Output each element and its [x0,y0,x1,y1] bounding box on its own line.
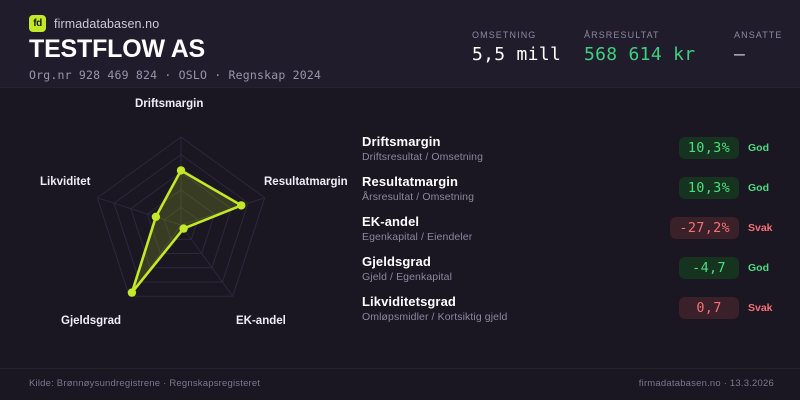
metric-title: Driftsmargin [362,133,441,149]
firmadatabasen-logo-icon: fd [29,15,46,32]
kpi-arsresultat-value: 568 614 kr [584,44,696,65]
metric-row-gjeldsgrad: Gjeldsgrad Gjeld / Egenkapital -4,7 God [362,248,782,288]
metric-row-resultatmargin: Resultatmargin Årsresultat / Omsetning 1… [362,168,782,208]
metric-formula: Driftsresultat / Omsetning [362,150,484,163]
metric-title: EK-andel [362,213,420,229]
header: fd firmadatabasen.no TESTFLOW AS Org.nr … [0,0,800,88]
brand-name: firmadatabasen.no [54,16,160,31]
footer-source: Kilde: Brønnøysundregistrene · Regnskaps… [29,378,261,389]
metric-title: Likviditetsgrad [362,293,456,309]
radar-point-ek-andel [179,224,188,233]
metric-row-driftsmargin: Driftsmargin Driftsresultat / Omsetning … [362,128,782,168]
metric-value-badge: 0,7 [679,297,739,319]
kpi-row: OMSETNING 5,5 mill ÅRSRESULTAT 568 614 k… [472,30,783,65]
footer-attribution: firmadatabasen.no · 13.3.2026 [638,378,774,389]
radar-point-gjeldsgrad [127,288,137,297]
metric-value-badge: 10,3% [678,177,739,199]
radar-grid [96,136,266,297]
status-badge: God [748,142,769,154]
radar-point-likviditet [151,212,161,221]
footer: Kilde: Brønnøysundregistrene · Regnskaps… [0,368,800,400]
metric-value-badge: -4,7 [679,257,739,279]
metric-row-ek-andel: EK-andel Egenkapital / Eiendeler -27,2% … [362,208,782,248]
radar-axis-label-ek-andel: EK-andel [236,315,286,327]
radar-chart: Driftsmargin Resultatmargin EK-andel Gje… [0,88,355,353]
kpi-ansatte-label: ANSATTE [734,30,783,40]
radar-point-driftsmargin [176,166,186,175]
kpi-arsresultat: ÅRSRESULTAT 568 614 kr [584,30,734,65]
brand[interactable]: fd firmadatabasen.no [29,15,159,32]
kpi-ansatte: ANSATTE – [734,30,783,65]
status-badge: God [748,262,769,274]
status-badge: Svak [748,302,773,314]
kpi-omsetning: OMSETNING 5,5 mill [472,30,584,65]
status-badge: Svak [748,222,773,234]
metrics-list: Driftsmargin Driftsresultat / Omsetning … [362,128,782,328]
metric-value-badge: -27,2% [670,217,739,239]
kpi-arsresultat-label: ÅRSRESULTAT [584,30,660,40]
radar-axis-label-gjeldsgrad: Gjeldsgrad [61,315,122,327]
metric-title: Gjeldsgrad [362,253,431,269]
metric-value-badge: 10,3% [678,137,739,159]
metric-row-likviditetsgrad: Likviditetsgrad Omløpsmidler / Kortsikti… [362,288,782,328]
metric-title: Resultatmargin [362,173,459,189]
metric-formula: Omløpsmidler / Kortsiktig gjeld [362,310,508,323]
radar-series-area [130,169,243,294]
radar-axis-label-likviditet: Likviditet [40,176,91,188]
metric-formula: Årsresultat / Omsetning [362,190,475,203]
metric-formula: Egenkapital / Eiendeler [362,230,473,243]
metric-formula: Gjeld / Egenkapital [362,270,453,283]
radar-axis-label-driftsmargin: Driftsmargin [135,98,204,110]
page-title: TESTFLOW AS [29,35,206,63]
radar-chart-svg [96,136,266,297]
company-meta: Org.nr 928 469 824 · OSLO · Regnskap 202… [29,68,322,82]
radar-axis-label-resultatmargin: Resultatmargin [264,176,348,188]
kpi-ansatte-value: – [734,44,746,65]
kpi-omsetning-label: OMSETNING [472,30,537,40]
radar-data-points [127,166,246,297]
radar-point-resultatmargin [237,201,246,210]
kpi-omsetning-value: 5,5 mill [472,44,562,65]
status-badge: God [748,182,769,194]
